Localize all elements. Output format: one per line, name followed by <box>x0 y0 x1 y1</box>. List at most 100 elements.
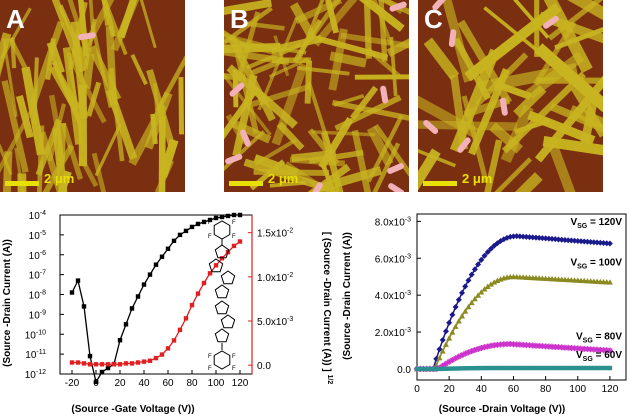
afm-fiber <box>52 127 69 192</box>
afm-fiber <box>434 0 474 83</box>
series-label: VSG = 100V <box>570 258 622 271</box>
x-tick-label: 0 <box>414 384 420 395</box>
y-tick-label: 0.0 <box>397 365 411 376</box>
data-point <box>463 366 468 371</box>
molecule-atom-label: F <box>208 354 212 360</box>
afm-fiber <box>56 0 89 50</box>
afm-fiber <box>155 41 185 112</box>
afm-fiber <box>457 19 512 105</box>
data-point <box>189 302 195 308</box>
data-point <box>543 365 548 371</box>
series-label: VSG = 60V <box>576 350 622 363</box>
data-point <box>123 322 129 327</box>
molecule-atom-label: F <box>232 354 236 360</box>
afm-fiber <box>485 157 533 192</box>
afm-fiber <box>534 0 540 57</box>
afm-fiber <box>540 0 593 74</box>
data-point <box>201 219 207 225</box>
data-point <box>553 365 558 371</box>
afm-crystallite <box>448 29 457 48</box>
data-point <box>117 362 123 367</box>
panel-label-c: C <box>424 4 443 34</box>
data-point <box>449 311 456 318</box>
data-point <box>552 343 559 350</box>
afm-fiber <box>243 158 340 192</box>
afm-fiber <box>377 0 388 62</box>
molecule-atom-label: F <box>232 366 236 372</box>
data-point <box>424 366 429 372</box>
afm-fiber <box>86 0 95 31</box>
data-point <box>513 341 520 348</box>
afm-fiber <box>50 0 87 73</box>
afm-fiber <box>234 54 260 135</box>
data-point <box>459 352 466 359</box>
afm-texture <box>0 0 185 192</box>
data-point <box>81 361 87 366</box>
data-point <box>504 341 511 348</box>
y-right-tick-label: 1.5x10-2 <box>257 228 293 240</box>
data-point <box>466 366 471 371</box>
data-point <box>439 362 446 369</box>
data-point <box>225 213 231 219</box>
data-point <box>475 292 482 298</box>
data-point <box>183 228 189 234</box>
data-point <box>430 366 436 372</box>
data-point <box>491 365 497 371</box>
afm-fiber <box>224 130 266 177</box>
data-point <box>87 362 93 367</box>
data-point <box>449 329 456 335</box>
data-point <box>561 236 568 243</box>
afm-fiber <box>501 71 586 154</box>
data-point <box>588 365 593 371</box>
data-point <box>581 345 588 352</box>
data-point <box>507 233 514 240</box>
data-point <box>494 240 501 247</box>
data-point <box>449 356 456 363</box>
data-point <box>601 365 606 371</box>
x-tick-label: 100 <box>569 384 586 395</box>
afm-fiber <box>502 172 543 192</box>
afm-fiber <box>136 0 157 49</box>
x-tick-label: 40 <box>476 384 488 395</box>
afm-fiber <box>294 0 343 24</box>
afm-crystallite <box>77 32 96 41</box>
data-point <box>481 286 488 292</box>
data-point <box>590 239 597 246</box>
data-point <box>427 366 433 372</box>
y-right-tick-label: 5.0x10-3 <box>257 316 293 328</box>
afm-fiber <box>373 123 409 192</box>
data-point <box>418 366 423 372</box>
data-point <box>465 303 472 310</box>
afm-fiber <box>110 0 155 52</box>
data-point <box>481 252 488 259</box>
afm-fiber <box>291 149 337 163</box>
data-point <box>475 345 482 352</box>
data-point <box>195 291 201 296</box>
data-point <box>606 240 613 247</box>
data-point <box>231 212 237 218</box>
data-point <box>437 366 442 372</box>
data-point <box>603 347 610 354</box>
afm-crystallite <box>499 97 508 116</box>
data-point <box>516 341 523 348</box>
y-tick-label: 10-6 <box>29 250 46 262</box>
afm-fiber <box>87 45 122 102</box>
data-point <box>524 365 529 371</box>
y-tick-label: 10-12 <box>25 369 46 381</box>
y-tick-label: 10-4 <box>29 210 46 222</box>
data-point <box>497 238 504 245</box>
afm-fiber <box>530 0 603 32</box>
afm-fiber <box>463 96 511 118</box>
data-point <box>520 365 526 371</box>
data-point <box>456 366 461 371</box>
data-point <box>475 365 481 371</box>
afm-fiber <box>536 77 603 84</box>
data-point <box>559 365 564 371</box>
data-point <box>117 338 123 343</box>
data-point <box>501 365 507 371</box>
data-point <box>578 365 584 371</box>
afm-crystallite <box>432 0 447 11</box>
data-point <box>177 327 183 333</box>
data-point <box>440 366 445 372</box>
x-tick-label: 60 <box>508 384 520 395</box>
